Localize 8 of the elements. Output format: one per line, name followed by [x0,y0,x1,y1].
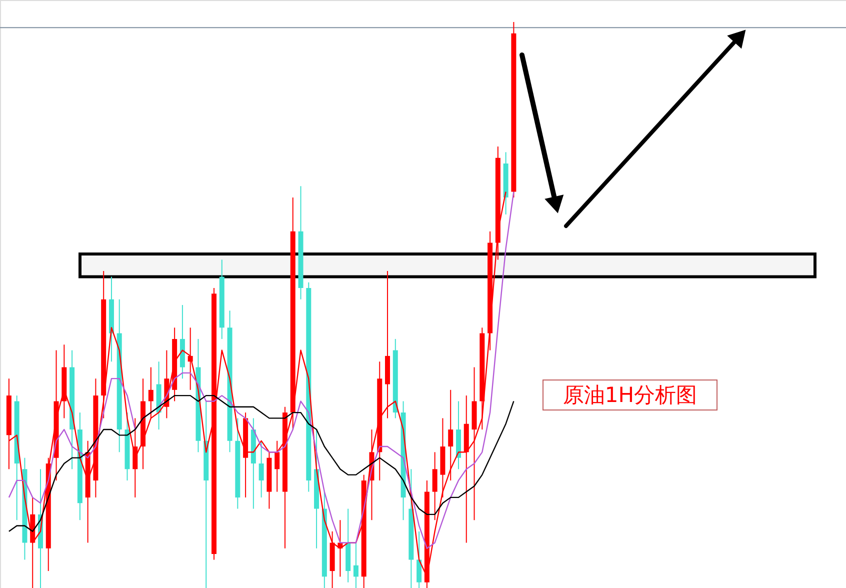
candlestick [353,542,358,588]
candlestick [416,530,422,588]
candlestick [432,452,438,521]
annotation: 原油1H分析图 [562,383,698,407]
candlestick [274,440,280,492]
candlestick [148,366,154,419]
candlestick [258,440,264,498]
candlestick [448,389,454,481]
